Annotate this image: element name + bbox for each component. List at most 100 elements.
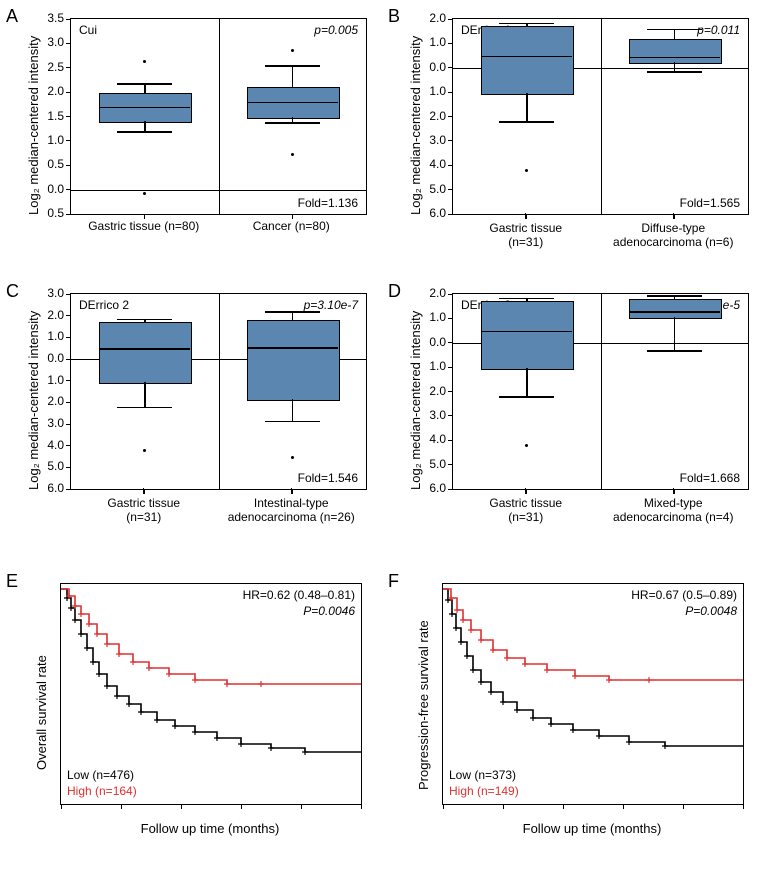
panel-f: F Progression-free survival rate HR=0.67… [382,565,764,855]
whisker-cap [265,65,320,67]
outlier-point [525,444,528,447]
ytick [448,294,453,295]
boxplot-median [629,57,720,59]
xtick [623,804,624,809]
ytick-label: 1.0 [418,84,446,98]
whisker-cap [647,295,702,297]
category-label: Gastric tissue(n=31) [70,496,218,524]
ytick [66,359,71,360]
ytick [66,43,71,44]
boxplot-box [247,320,340,401]
whisker [674,317,676,350]
ytick [448,19,453,20]
p-value: p=0.005 [314,23,358,37]
ytick-label: 2.0 [418,384,446,398]
ytick-label: 1.0 [418,359,446,373]
xtick [683,804,684,809]
ytick-label: 0.0 [418,335,446,349]
low-label-e: Low (n=476) [67,768,134,782]
xtick [503,804,504,809]
ytick [66,424,71,425]
ytick [66,214,71,215]
ytick-label: 0.5 [36,157,64,171]
xtick [563,804,564,809]
p-value: p=3.10e-7 [304,298,358,312]
connector-line [673,488,674,494]
ytick-label: 3.0 [36,35,64,49]
ytick [448,140,453,141]
xtick [241,804,242,809]
ytick-label: 0.0 [36,182,64,196]
ytick [448,391,453,392]
whisker-cap [265,311,320,313]
panel-letter-a: A [6,6,18,27]
ytick-label: 2.0 [36,308,64,322]
whisker [674,62,676,72]
ytick-label: 4.0 [36,438,64,452]
ytick [66,445,71,446]
ytick [66,315,71,316]
plot-frame-f: HR=0.67 (0.5–0.89) P=0.0048 Low (n=373) … [442,583,744,805]
ytick [66,189,71,190]
whisker [292,399,294,421]
xtick [121,804,122,809]
connector-line [525,488,526,494]
ytick [448,189,453,190]
ytick [66,116,71,117]
panel-letter-d: D [388,281,401,302]
outlier-point [525,169,528,172]
ytick-label: 6.0 [36,481,64,495]
boxplot-median [481,56,572,58]
hr-text-e: HR=0.62 (0.48–0.81) [243,588,355,602]
category-label: Diffuse-typeadenocarcinoma (n=6) [600,221,748,249]
ytick [448,489,453,490]
ytick-label: 3.0 [418,408,446,422]
whisker-cap [499,23,554,25]
connector-line [673,213,674,219]
ytick-label: 2.0 [418,109,446,123]
whisker-cap [499,121,554,123]
ytick [66,294,71,295]
whisker-cap [117,319,172,321]
ytick [66,380,71,381]
ytick [448,43,453,44]
boxplot-box [99,322,192,384]
boxplot-median [99,107,190,109]
ytick-label: 1.0 [418,310,446,324]
ytick-label: 3.0 [418,133,446,147]
ytick-label: 3.0 [36,416,64,430]
panel-d: D Log₂ median-centered intensity DErrico… [382,275,764,520]
plot-frame-a: Cuip=0.005Fold=1.136 [70,18,367,215]
ytick-label: 5.0 [418,182,446,196]
hr-text-f: HR=0.67 (0.5–0.89) [631,588,737,602]
ytick-label: 0.5 [36,206,64,220]
xtick [743,804,744,809]
panel-letter-b: B [388,6,400,27]
dataset-label: DErrico 2 [79,298,129,312]
ytick-label: 2.0 [36,84,64,98]
ytick-label: 0.0 [418,60,446,74]
ytick [448,367,453,368]
ytick-label: 1.5 [36,109,64,123]
ytick [66,140,71,141]
panel-e: E Overall survival rate HR=0.62 (0.48–0.… [0,565,382,855]
xlabel-e: Follow up time (months) [60,821,360,836]
ytick-label: 1.0 [36,373,64,387]
fold-label: Fold=1.136 [298,196,358,210]
ytick [448,92,453,93]
whisker-cap [117,407,172,409]
fold-label: Fold=1.565 [680,196,740,210]
whisker-cap [647,29,702,31]
category-label: Gastric tissue (n=80) [70,219,218,233]
outlier-point [143,192,146,195]
ylabel-e: Overall survival rate [34,655,49,770]
p-value: p=0.011 [697,23,740,37]
connector-line [143,488,144,494]
high-label-f: High (n=149) [449,784,519,798]
outlier-point [143,60,146,63]
ytick-label: 2.0 [418,11,446,25]
ytick [448,67,453,68]
figure-root: A Log₂ median-centered intensity Cuip=0.… [0,0,765,870]
whisker [526,93,528,121]
panel-a: A Log₂ median-centered intensity Cuip=0.… [0,0,382,245]
